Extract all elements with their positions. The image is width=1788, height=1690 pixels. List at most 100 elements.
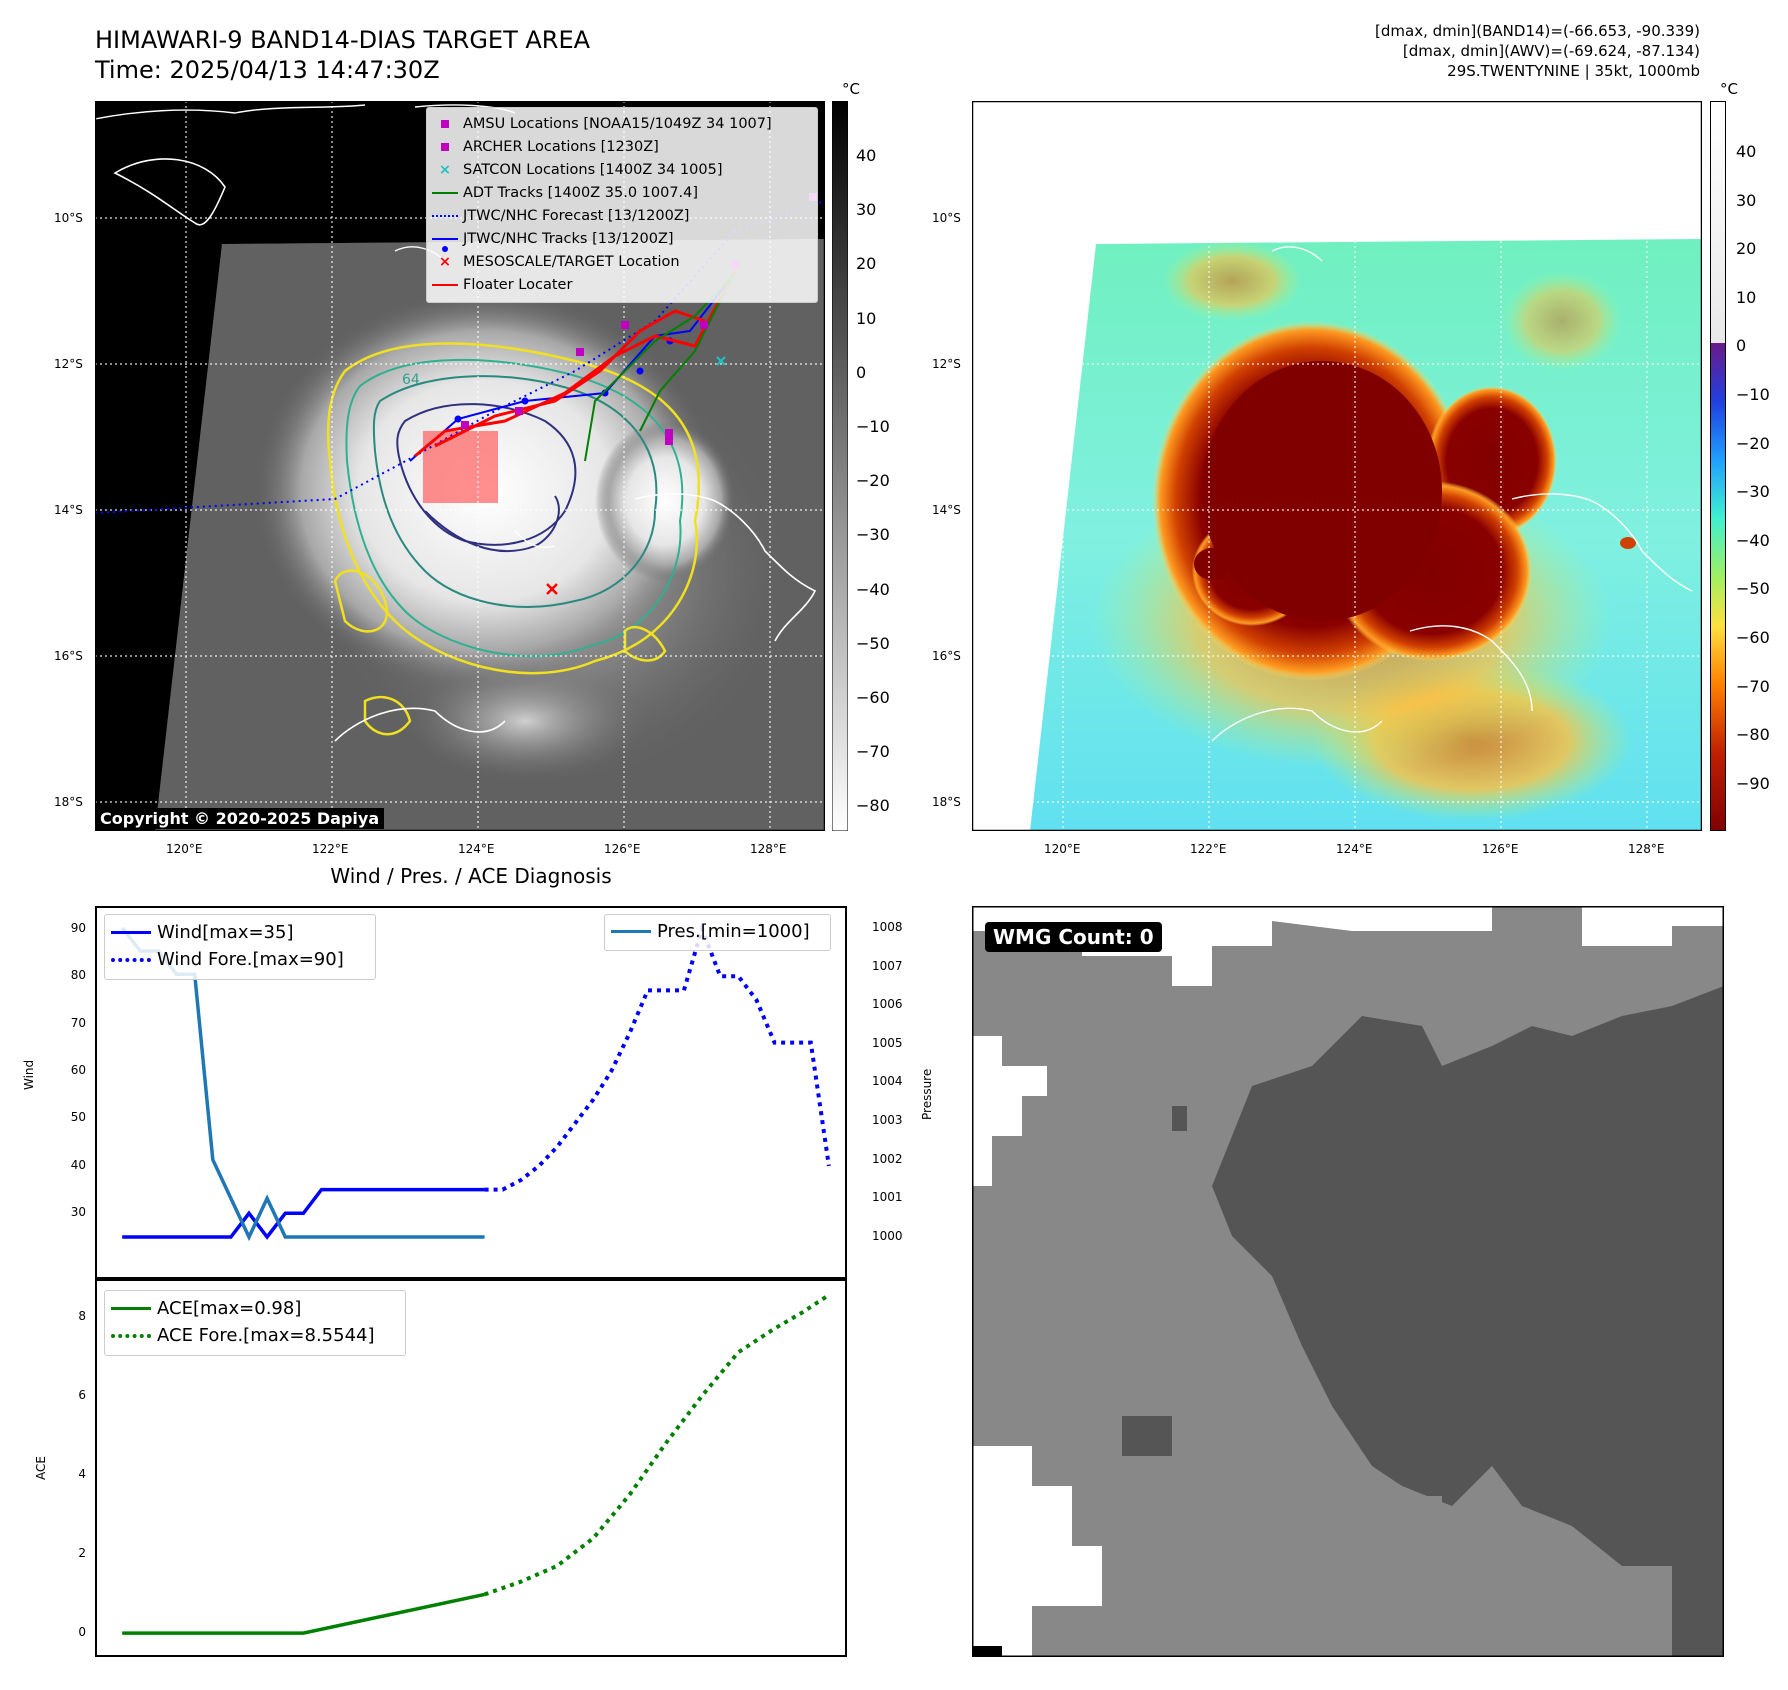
lat-label: 18°S (932, 795, 961, 809)
lat-label: 14°S (54, 503, 83, 517)
solid-line-icon (111, 931, 151, 934)
line-marker-icon (432, 191, 458, 194)
ace-legend: ACE[max=0.98] ACE Fore.[max=8.5544] (104, 1290, 406, 1356)
axis-tick-label: 1001 (872, 1190, 903, 1205)
x-marker-icon: × (438, 253, 452, 270)
plot-frame (95, 906, 847, 1279)
colorbar-tick: −60 (1736, 628, 1770, 647)
axis-tick-label: 70 (70, 1015, 86, 1030)
x-marker-icon: × (438, 161, 452, 178)
axis-tick-label: 60 (70, 1063, 86, 1077)
lon-label: 128°E (1628, 842, 1665, 856)
lon-label: 122°E (1190, 842, 1227, 856)
colorbar-tick: −20 (856, 471, 890, 491)
lon-label: 120°E (166, 842, 203, 856)
axis-tick-label: 2 (78, 1546, 86, 1561)
info-storm: 29S.TWENTYNINE | 35kt, 1000mb (1447, 62, 1700, 80)
series-line-1 (484, 922, 831, 1192)
axis-tick-label: 1008 (872, 919, 903, 934)
colorbar-unit: °C (1720, 80, 1738, 98)
colorbar-tick: −30 (856, 525, 890, 545)
axis-tick-label: 6 (78, 1387, 86, 1402)
plot-frame (95, 1279, 847, 1657)
lon-label: 120°E (1044, 842, 1081, 856)
line-dot-marker-icon (432, 237, 458, 240)
line-marker-icon (432, 283, 458, 286)
lon-label: 122°E (312, 842, 349, 856)
colorbar-tick: 10 (856, 308, 877, 328)
solid-line-icon (111, 1307, 151, 1310)
colorbar-tick: −50 (1736, 579, 1770, 599)
lat-label: 10°S (54, 211, 83, 225)
axis-tick-label: 30 (70, 1205, 86, 1220)
colorbar-tick: −70 (856, 742, 890, 762)
colorbar-tick: −80 (856, 796, 890, 816)
awv-satellite-map (972, 101, 1702, 831)
axis-tick-label: 4 (78, 1466, 86, 1481)
lat-label: 10°S (932, 211, 961, 225)
axis-tick-label: 1007 (872, 958, 903, 973)
lon-label: 124°E (458, 842, 495, 856)
legend-wind-fore: Wind Fore.[max=90] (105, 946, 375, 973)
axis-tick-label: 1000 (872, 1229, 903, 1243)
ace-chart (95, 1279, 847, 1657)
dotted-line-icon (111, 957, 151, 962)
colorbar-tick: 30 (856, 200, 877, 220)
colorbar-awv (1710, 101, 1726, 831)
lat-label: 16°S (932, 649, 961, 663)
wmg-map (972, 906, 1724, 1657)
legend-forecast: JTWC/NHC Forecast [13/1200Z] (427, 204, 817, 227)
axis-tick-label: 40 (70, 1157, 86, 1172)
axis-tick-label: 1005 (872, 1035, 903, 1050)
legend-jtwc: JTWC/NHC Tracks [13/1200Z] (427, 227, 817, 252)
legend-amsu: AMSU Locations [NOAA15/1049Z 34 1007] (427, 112, 817, 135)
info-band14: [dmax, dmin](BAND14)=(-66.653, -90.339) (1375, 22, 1700, 40)
pressure-axis-label: Pressure (920, 1068, 934, 1120)
lat-label: 12°S (932, 357, 961, 371)
pressure-legend: Pres.[min=1000] (604, 914, 831, 951)
colorbar-tick: 40 (1736, 142, 1757, 161)
contour-label: 64 (402, 372, 420, 388)
legend-satcon: × SATCON Locations [1400Z 34 1005] (427, 158, 817, 181)
axis-tick-label: 1004 (872, 1074, 903, 1089)
series-line-0 (122, 1187, 485, 1240)
wind-axis-label: Wind (22, 1059, 36, 1090)
legend-target: × MESOSCALE/TARGET Location (427, 250, 817, 273)
legend-ace: ACE[max=0.98] (105, 1295, 405, 1322)
colorbar-tick: −40 (1736, 530, 1770, 550)
ace-axis-label: ACE (34, 1456, 48, 1480)
square-marker-icon (441, 142, 449, 151)
lat-label: 16°S (54, 649, 83, 663)
lon-label: 126°E (1482, 842, 1519, 856)
legend-wind: Wind[max=35] (105, 919, 375, 946)
colorbar-tick: −10 (1736, 385, 1770, 404)
colorbar-tick: 30 (1736, 190, 1757, 210)
axis-tick-label: 1002 (872, 1151, 903, 1166)
colorbar-tick: 20 (856, 254, 877, 274)
axis-tick-label: 1006 (872, 997, 903, 1012)
lon-label: 124°E (1336, 842, 1373, 856)
colorbar-tick: 0 (1736, 336, 1747, 356)
axis-tick-label: 8 (78, 1308, 86, 1323)
legend-archer: ARCHER Locations [1230Z] (427, 135, 817, 158)
series-line-1 (483, 1293, 830, 1597)
colorbar-tick: 40 (856, 146, 877, 165)
legend-adt: ADT Tracks [1400Z 35.0 1007.4] (427, 181, 817, 204)
axis-tick-label: 90 (70, 920, 86, 935)
lon-label: 128°E (750, 842, 787, 856)
axis-tick-label: 50 (70, 1110, 86, 1125)
dotted-line-icon (111, 1333, 151, 1338)
axis-tick-label: 0 (78, 1625, 86, 1640)
map-legend: AMSU Locations [NOAA15/1049Z 34 1007] AR… (426, 107, 818, 303)
colorbar-tick: −20 (1736, 433, 1770, 453)
diagnosis-title: Wind / Pres. / ACE Diagnosis (330, 864, 612, 888)
colorbar-tick: 10 (1736, 287, 1757, 307)
colorbar-tick: −80 (1736, 725, 1770, 745)
colorbar-tick: −60 (856, 688, 890, 707)
dotted-line-icon (432, 214, 458, 217)
colorbar-tick: 0 (856, 362, 867, 382)
colorbar-tick: 20 (1736, 239, 1757, 259)
lat-label: 18°S (54, 795, 83, 809)
info-awv: [dmax, dmin](AWV)=(-69.624, -87.134) (1402, 42, 1700, 60)
lat-label: 14°S (932, 503, 961, 517)
